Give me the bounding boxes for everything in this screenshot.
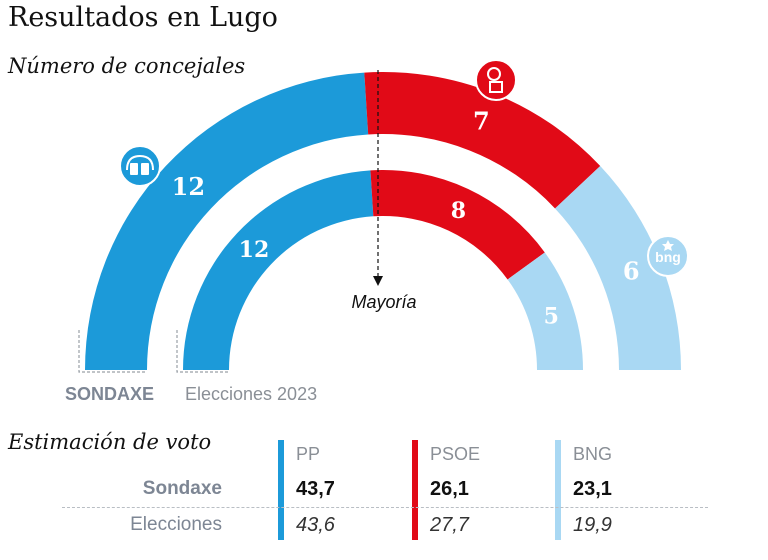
sondaxe-row-label: Sondaxe xyxy=(142,478,222,499)
pp-logo-arc-icon xyxy=(126,154,154,171)
sondaxe-psoe-value: 26,1 xyxy=(430,478,469,500)
elecciones-bng-value: 19,9 xyxy=(573,514,612,536)
majority-label: Mayoría xyxy=(351,292,416,312)
hemicycle-chart: 12 7 6 SONDAXE 12 8 5 Elecciones 2023 Mayoría bng xyxy=(65,59,689,404)
bng-column-bar xyxy=(555,440,561,540)
ring-1-label: Elecciones 2023 xyxy=(185,384,317,404)
ring-1-bng-segment xyxy=(507,252,583,370)
psoe-logo-fist-icon xyxy=(489,81,503,93)
chart-title: Resultados en Lugo xyxy=(8,2,278,33)
chart-subtitle: Número de concejales xyxy=(8,54,246,78)
bng-logo-text: bng xyxy=(655,249,681,265)
elecciones-row-label: Elecciones xyxy=(130,514,222,535)
elecciones-psoe-value: 27,7 xyxy=(430,514,469,536)
ring-0-base-marker xyxy=(78,330,147,373)
bng-column-header: BNG xyxy=(573,444,613,464)
ring-1-psoe-seats-label: 8 xyxy=(451,198,466,224)
pp-column-bar xyxy=(278,440,284,540)
pp-logo-icon xyxy=(119,145,161,187)
ring-0-pp-segment xyxy=(85,72,369,370)
sondaxe-pp-value: 43,7 xyxy=(296,478,335,500)
ring-1-pp-seats-label: 12 xyxy=(239,237,270,263)
ring-0-bng-segment xyxy=(555,166,681,370)
pp-column-header: PP xyxy=(296,444,321,464)
vote-estimate-title: Estimación de voto xyxy=(8,430,212,454)
bng-logo-star-icon xyxy=(662,240,674,251)
elecciones-pp-value: 43,6 xyxy=(296,514,335,536)
sondaxe-bng-value: 23,1 xyxy=(573,478,612,500)
bng-logo-icon xyxy=(647,235,689,277)
ring-0-psoe-seats-label: 7 xyxy=(473,107,490,136)
ring-0-bng-seats-label: 6 xyxy=(623,257,640,286)
ring-1-bng-seats-label: 5 xyxy=(544,303,559,329)
ring-0-psoe-segment xyxy=(364,72,601,209)
psoe-logo-rose-icon xyxy=(487,67,501,81)
pp-logo-letter-1-icon xyxy=(130,163,138,175)
psoe-column-bar xyxy=(412,440,418,540)
ring-0-pp-seats-label: 12 xyxy=(172,172,205,201)
ring-1-psoe-segment xyxy=(370,170,545,280)
ring-1-base-marker xyxy=(176,330,229,373)
pp-logo-letter-2-icon xyxy=(141,163,149,175)
psoe-column-header: PSOE xyxy=(430,444,481,464)
ring-1-pp-segment xyxy=(183,170,374,370)
majority-arrow-icon xyxy=(373,276,383,286)
table-divider xyxy=(62,507,708,508)
ring-0-label: SONDAXE xyxy=(65,384,154,404)
